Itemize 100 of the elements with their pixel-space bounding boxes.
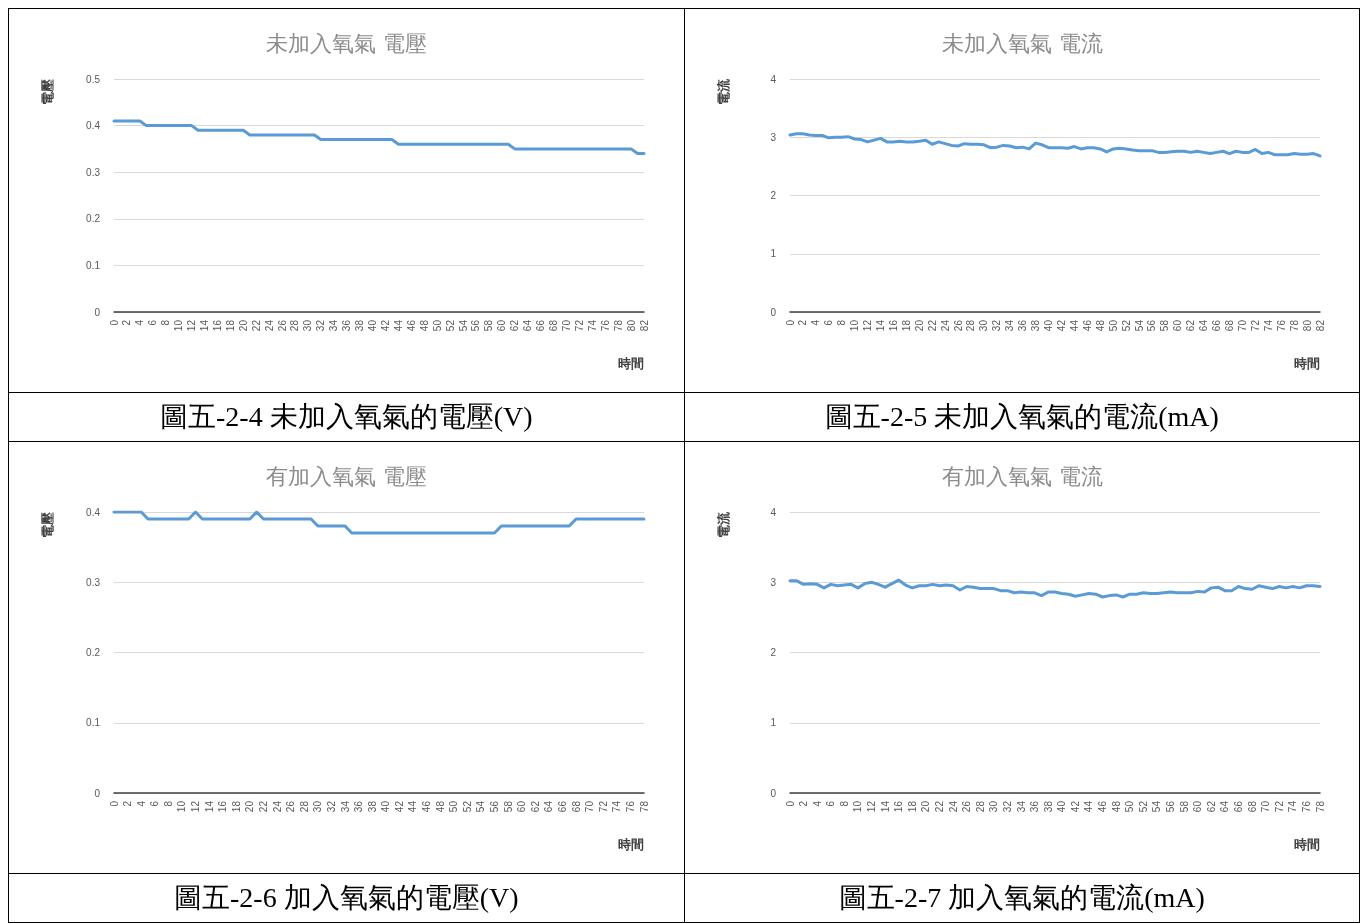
x-tick-label: 78 bbox=[612, 319, 624, 332]
x-tick-label: 10 bbox=[851, 800, 863, 813]
x-tick-label: 68 bbox=[548, 319, 560, 332]
x-tick-label: 28 bbox=[964, 319, 976, 332]
x-tick-label: 58 bbox=[1178, 800, 1190, 813]
x-tick-label: 0 bbox=[784, 319, 795, 326]
x-tick-label: 16 bbox=[892, 800, 904, 813]
y-tick-label: 4 bbox=[769, 506, 776, 518]
x-tick-label: 14 bbox=[198, 319, 210, 332]
x-tick-label: 76 bbox=[1275, 319, 1287, 332]
x-tick-label: 6 bbox=[147, 319, 159, 326]
y-tick-label: 0 bbox=[94, 306, 101, 318]
x-tick-label: 42 bbox=[1069, 800, 1081, 813]
x-tick-label: 74 bbox=[1262, 319, 1274, 332]
x-tick-label: 54 bbox=[1133, 319, 1145, 332]
x-tick-label: 18 bbox=[230, 800, 242, 813]
x-tick-label: 40 bbox=[367, 319, 379, 332]
x-tick-label: 32 bbox=[1001, 800, 1013, 813]
x-tick-label: 36 bbox=[1028, 800, 1040, 813]
x-tick-label: 32 bbox=[990, 319, 1002, 332]
x-tick-label: 2 bbox=[121, 319, 133, 326]
x-tick-label: 14 bbox=[874, 319, 886, 332]
x-tick-label: 12 bbox=[186, 319, 198, 332]
line-series bbox=[788, 578, 1321, 599]
x-tick-label: 50 bbox=[448, 800, 460, 813]
x-tick-label: 56 bbox=[1164, 800, 1176, 813]
x-tick-label: 72 bbox=[597, 800, 609, 813]
x-tick-label: 0 bbox=[108, 800, 120, 807]
x-tick-label: 16 bbox=[887, 319, 899, 332]
x-tick-label: 82 bbox=[1314, 319, 1325, 332]
y-axis-title: 電流 bbox=[715, 78, 731, 105]
text: 圖五-2-7 加入氧氣的電流(mA) bbox=[838, 882, 1205, 913]
x-tick-label: 56 bbox=[470, 319, 482, 332]
y-axis-title: 電壓 bbox=[40, 511, 55, 538]
x-tick-label: 8 bbox=[160, 319, 172, 326]
x-tick-label: 8 bbox=[835, 319, 847, 326]
y-tick-label: 0.3 bbox=[86, 576, 101, 588]
x-tick-label: 64 bbox=[1197, 319, 1209, 332]
x-tick-label: 22 bbox=[250, 319, 262, 332]
x-tick-label: 72 bbox=[1249, 319, 1261, 332]
x-tick-label: 46 bbox=[1081, 319, 1093, 332]
x-tick-label: 22 bbox=[933, 800, 945, 813]
y-axis-title: 電壓 bbox=[40, 78, 55, 105]
y-tick-label: 0.1 bbox=[86, 717, 101, 729]
x-tick-label: 14 bbox=[879, 800, 891, 813]
x-tick-label: 66 bbox=[556, 800, 568, 813]
x-tick-label: 26 bbox=[952, 319, 964, 332]
x-tick-label: 36 bbox=[341, 319, 353, 332]
chart-title: 未加入氧氣 電壓 bbox=[266, 30, 427, 56]
x-tick-label: 60 bbox=[496, 319, 508, 332]
x-tick-label: 74 bbox=[611, 800, 623, 813]
y-tick-label: 0.2 bbox=[86, 647, 101, 658]
x-tick-label: 70 bbox=[560, 319, 572, 332]
x-tick-label: 56 bbox=[489, 800, 501, 813]
x-tick-label: 44 bbox=[407, 800, 419, 813]
x-tick-label: 2 bbox=[122, 800, 134, 807]
x-tick-label: 10 bbox=[848, 319, 860, 332]
x-tick-label: 36 bbox=[1016, 319, 1028, 332]
x-tick-label: 10 bbox=[176, 800, 188, 813]
x-tick-label: 32 bbox=[315, 319, 327, 332]
x-tick-label: 38 bbox=[366, 800, 378, 813]
x-axis-title: 時間 bbox=[1293, 356, 1320, 371]
x-tick-label: 60 bbox=[1171, 319, 1183, 332]
x-tick-label: 12 bbox=[861, 319, 873, 332]
x-tick-label: 68 bbox=[570, 800, 582, 813]
x-tick-label: 18 bbox=[906, 800, 918, 813]
x-tick-label: 40 bbox=[380, 800, 392, 813]
x-tick-label: 82 bbox=[638, 319, 650, 332]
y-tick-label: 2 bbox=[769, 190, 776, 201]
x-tick-label: 16 bbox=[211, 319, 223, 332]
x-tick-label: 34 bbox=[339, 800, 351, 813]
x-tick-label: 34 bbox=[1003, 319, 1015, 332]
x-tick-label: 14 bbox=[203, 800, 215, 813]
chart-title: 未加入氧氣 電流 bbox=[941, 30, 1103, 56]
x-tick-label: 28 bbox=[298, 800, 310, 813]
x-tick-label: 70 bbox=[1236, 319, 1248, 332]
x-tick-label: 30 bbox=[977, 319, 989, 332]
x-tick-label: 80 bbox=[1301, 319, 1313, 332]
y-tick-label: 0.5 bbox=[86, 73, 101, 85]
x-tick-label: 30 bbox=[312, 800, 324, 813]
x-tick-label: 44 bbox=[1068, 319, 1080, 332]
text: 圖五-2-4 未加入氧氣的電壓(V) bbox=[159, 401, 533, 432]
x-axis-title: 時間 bbox=[618, 837, 644, 852]
x-tick-label: 50 bbox=[431, 319, 443, 332]
y-tick-label: 4 bbox=[769, 73, 776, 85]
x-tick-label: 44 bbox=[392, 319, 404, 332]
x-tick-label: 6 bbox=[824, 800, 836, 807]
x-tick-label: 72 bbox=[573, 319, 585, 332]
x-tick-label: 78 bbox=[1314, 800, 1325, 813]
x-tick-label: 24 bbox=[263, 319, 275, 332]
x-tick-label: 48 bbox=[1110, 800, 1122, 813]
x-tick-label: 80 bbox=[625, 319, 637, 332]
chart-title: 有加入氧氣 電壓 bbox=[266, 463, 427, 489]
x-tick-label: 38 bbox=[1029, 319, 1041, 332]
x-tick-label: 52 bbox=[1120, 319, 1132, 332]
y-tick-label: 0 bbox=[769, 306, 776, 318]
x-tick-label: 8 bbox=[838, 800, 850, 807]
x-tick-label: 52 bbox=[1137, 800, 1149, 813]
y-tick-label: 1 bbox=[769, 717, 776, 729]
x-tick-label: 30 bbox=[302, 319, 314, 332]
